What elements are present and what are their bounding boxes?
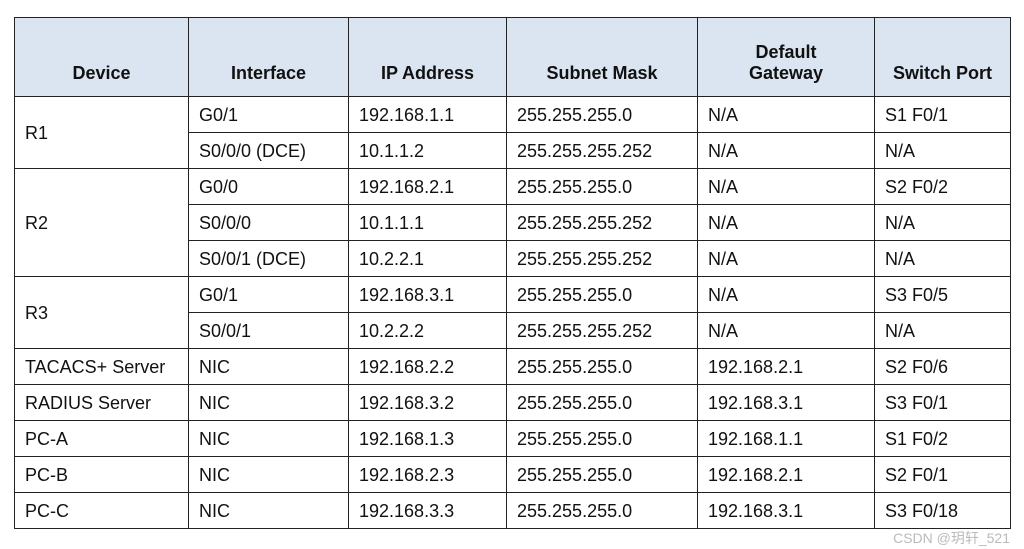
cell-default-gateway: 192.168.2.1 — [697, 456, 875, 493]
cell-switch-port: S3 F0/1 — [874, 384, 1011, 421]
cell-switch-port: N/A — [874, 132, 1011, 169]
cell-subnet-mask: 255.255.255.252 — [506, 312, 698, 349]
cell-ip-address: 10.2.2.1 — [348, 240, 507, 277]
table-row: R3 G0/1 192.168.3.1 255.255.255.0 N/A S3 F0/5 — [14, 276, 1011, 349]
cell-subnet-mask: 255.255.255.0 — [506, 384, 698, 421]
header-device: Device — [14, 17, 189, 97]
table-row: PC-A NIC 192.168.1.3 255.255.255.0 192.168.1… — [14, 420, 1011, 457]
cell-subnet-mask: 255.255.255.252 — [506, 240, 698, 277]
table-body: R1 G0/1 192.168.1.1 255.255.255.0 N/A S1 F0/1… — [14, 96, 1011, 529]
cell-switch-port: S2 F0/1 — [874, 456, 1011, 493]
cell-switch-port: S3 F0/5 — [874, 276, 1011, 313]
table-row: S0/0/0 (DCE) 10.1.1.2 255.255.255.252 N/A N/… — [15, 132, 1011, 169]
table-row: PC-C NIC 192.168.3.3 255.255.255.0 192.168.3… — [14, 492, 1011, 529]
cell-interface: NIC — [188, 456, 349, 493]
cell-interface: G0/1 — [188, 276, 349, 313]
cell-ip-address: 192.168.3.3 — [348, 492, 507, 529]
cell-device: R1 — [14, 96, 189, 169]
cell-device: PC-C — [14, 492, 189, 529]
cell-switch-port: N/A — [874, 312, 1011, 349]
table-row: S0/0/0 10.1.1.1 255.255.255.252 N/A N/A — [15, 204, 1011, 241]
cell-subnet-mask: 255.255.255.0 — [506, 168, 698, 205]
cell-ip-address: 10.1.1.1 — [348, 204, 507, 241]
cell-device: PC-A — [14, 420, 189, 457]
watermark: CSDN @玥轩_521 — [893, 530, 1010, 546]
cell-default-gateway: N/A — [697, 276, 875, 313]
cell-default-gateway: N/A — [697, 240, 875, 277]
header-default-gateway: Default Gateway — [697, 17, 875, 97]
cell-subnet-mask: 255.255.255.0 — [506, 276, 698, 313]
header-subnet-mask: Subnet Mask — [506, 17, 698, 97]
cell-subnet-mask: 255.255.255.252 — [506, 132, 698, 169]
cell-device: PC-B — [14, 456, 189, 493]
cell-ip-address: 192.168.1.3 — [348, 420, 507, 457]
cell-ip-address: 10.1.1.2 — [348, 132, 507, 169]
table-row: R1 G0/1 192.168.1.1 255.255.255.0 N/A S1 F0/1 — [14, 96, 1011, 169]
cell-default-gateway: N/A — [697, 96, 875, 133]
cell-device: R3 — [14, 276, 189, 349]
cell-device: RADIUS Server — [14, 384, 189, 421]
cell-subnet-mask: 255.255.255.0 — [506, 348, 698, 385]
cell-interface: S0/0/0 (DCE) — [188, 132, 349, 169]
cell-switch-port: S2 F0/6 — [874, 348, 1011, 385]
cell-switch-port: S1 F0/2 — [874, 420, 1011, 457]
cell-ip-address: 192.168.2.3 — [348, 456, 507, 493]
cell-interface: NIC — [188, 492, 349, 529]
cell-subnet-mask: 255.255.255.0 — [506, 96, 698, 133]
cell-default-gateway: 192.168.3.1 — [697, 384, 875, 421]
cell-interface: S0/0/0 — [188, 204, 349, 241]
header-ip-address: IP Address — [348, 17, 507, 97]
cell-subnet-mask: 255.255.255.0 — [506, 420, 698, 457]
cell-default-gateway: 192.168.2.1 — [697, 348, 875, 385]
addressing-table: Device Interface IP Address Subnet Mask … — [14, 17, 1011, 529]
cell-switch-port: N/A — [874, 240, 1011, 277]
cell-interface: S0/0/1 — [188, 312, 349, 349]
cell-subnet-mask: 255.255.255.0 — [506, 456, 698, 493]
cell-interface: NIC — [188, 348, 349, 385]
cell-default-gateway: N/A — [697, 132, 875, 169]
cell-switch-port: N/A — [874, 204, 1011, 241]
cell-ip-address: 10.2.2.2 — [348, 312, 507, 349]
cell-interface: S0/0/1 (DCE) — [188, 240, 349, 277]
cell-interface: G0/1 — [188, 96, 349, 133]
cell-subnet-mask: 255.255.255.252 — [506, 204, 698, 241]
cell-device: R2 — [14, 168, 189, 277]
cell-default-gateway: N/A — [697, 204, 875, 241]
cell-subnet-mask: 255.255.255.0 — [506, 492, 698, 529]
table-row: TACACS+ Server NIC 192.168.2.2 255.255.255.… — [14, 348, 1011, 385]
table-row: PC-B NIC 192.168.2.3 255.255.255.0 192.168.2… — [14, 456, 1011, 493]
cell-switch-port: S1 F0/1 — [874, 96, 1011, 133]
cell-ip-address: 192.168.3.2 — [348, 384, 507, 421]
cell-device: TACACS+ Server — [14, 348, 189, 385]
header-row: Device Interface IP Address Subnet Mask … — [14, 17, 1011, 97]
table-row: S0/0/1 (DCE) 10.2.2.1 255.255.255.252 N/A N/… — [15, 240, 1011, 277]
cell-interface: NIC — [188, 420, 349, 457]
cell-ip-address: 192.168.3.1 — [348, 276, 507, 313]
table-row: R2 G0/0 192.168.2.1 255.255.255.0 N/A S2 F0/2 — [14, 168, 1011, 277]
cell-switch-port: S2 F0/2 — [874, 168, 1011, 205]
table-row: S0/0/1 10.2.2.2 255.255.255.252 N/A N/A — [15, 312, 1011, 349]
cell-ip-address: 192.168.2.2 — [348, 348, 507, 385]
cell-ip-address: 192.168.1.1 — [348, 96, 507, 133]
header-switch-port: Switch Port — [874, 17, 1011, 97]
cell-ip-address: 192.168.2.1 — [348, 168, 507, 205]
cell-default-gateway: 192.168.1.1 — [697, 420, 875, 457]
header-interface: Interface — [188, 17, 349, 97]
cell-interface: G0/0 — [188, 168, 349, 205]
cell-interface: NIC — [188, 384, 349, 421]
cell-default-gateway: N/A — [697, 312, 875, 349]
cell-switch-port: S3 F0/18 — [874, 492, 1011, 529]
table-row: RADIUS Server NIC 192.168.3.2 255.255.255.0… — [14, 384, 1011, 421]
cell-default-gateway: 192.168.3.1 — [697, 492, 875, 529]
cell-default-gateway: N/A — [697, 168, 875, 205]
